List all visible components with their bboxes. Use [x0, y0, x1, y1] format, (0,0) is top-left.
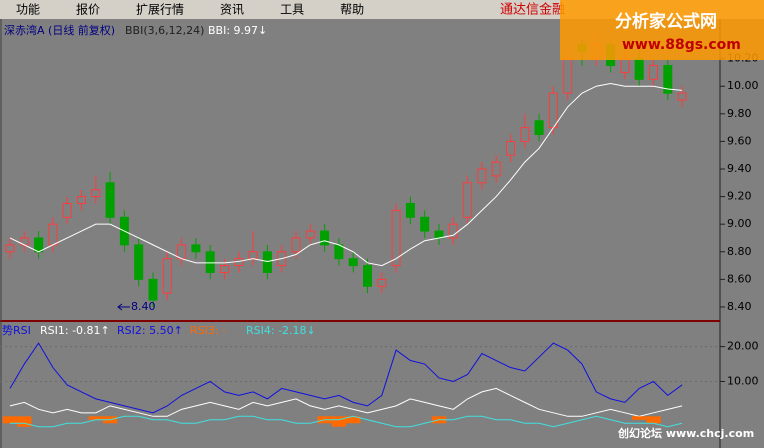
candle-body [506, 140, 515, 156]
panel-title: 势RSI [2, 324, 31, 337]
rsi3-bar [346, 416, 361, 424]
candle-body [448, 223, 458, 239]
rsi-line [10, 415, 683, 428]
header-rsi1: RSI1: -0.81↑ [40, 324, 110, 337]
chart-title: 深赤湾A (日线 前复权) [4, 23, 115, 37]
y-tick-label: 9.20 [727, 190, 752, 203]
rsi-line [9, 387, 683, 417]
candle-body [191, 244, 201, 253]
candle-body [48, 223, 58, 246]
header-rsi3: RSI3: - [190, 324, 226, 337]
candle-body [334, 244, 344, 260]
header-rsi2: RSI2: 5.50↑ [117, 324, 183, 337]
candle-body [477, 168, 487, 184]
candle-body [177, 244, 187, 260]
candle-body [305, 230, 315, 239]
menu-item[interactable]: 扩展行情 [136, 3, 184, 17]
candle-body [548, 92, 558, 129]
menu-item[interactable]: 帮助 [340, 3, 364, 17]
menu-item[interactable]: 工具 [280, 3, 304, 17]
candle-body [91, 189, 101, 198]
rsi3-bar [646, 416, 661, 424]
candle-body [463, 182, 473, 218]
candle-body [534, 120, 544, 136]
candle-body [663, 65, 673, 94]
candle-body [677, 92, 687, 101]
rsi3-bar [2, 416, 18, 424]
y-tick-label: 8.80 [727, 245, 752, 258]
app-title: 通达信金融 [500, 2, 565, 18]
candle-body [620, 58, 630, 73]
candle-body [377, 278, 387, 287]
candle-body [34, 237, 44, 253]
indicator-name: BBI(3,6,12,24) [125, 24, 204, 37]
rsi3-bar [632, 416, 647, 420]
watermark-title: 分析家公式网 [615, 11, 717, 32]
y-tick-label: 9.40 [727, 162, 752, 175]
candle-body [205, 251, 215, 273]
candle-body [162, 258, 172, 294]
candle-body [363, 265, 372, 287]
watermark-box [560, 0, 764, 60]
candle-body [105, 182, 115, 218]
candle-body [634, 58, 644, 80]
y-tick-label: 9.60 [727, 134, 752, 147]
rsi3-bar [88, 416, 103, 420]
candle-body [391, 209, 401, 267]
menu-item[interactable]: 报价 [76, 2, 100, 17]
candle-body [520, 127, 530, 142]
candle-body [77, 196, 86, 204]
rsi3-bar [17, 416, 32, 427]
rsi-line [9, 342, 683, 414]
y-tick-label: 8.40 [727, 300, 752, 313]
candle-body [62, 202, 72, 218]
indicator-value: BBI: 9.97↓ [208, 24, 267, 37]
annotation-arrowhead [117, 303, 123, 311]
y-tick-label: 10.00 [727, 374, 759, 387]
y-tick-label: 9.80 [727, 107, 752, 120]
menu-item[interactable]: 功能 [16, 3, 40, 17]
candle-body [5, 244, 15, 253]
bbi-line [9, 82, 683, 267]
candle-body [291, 237, 301, 253]
header-rsi4: RSI4: -2.18↓ [246, 324, 316, 337]
rsi3-bar [331, 416, 347, 427]
candle-body [563, 58, 573, 94]
candle-body [348, 258, 358, 267]
y-tick-label: 10.00 [727, 79, 759, 92]
candle-body [134, 244, 144, 280]
candle-body [649, 65, 658, 80]
candle-body [420, 216, 430, 232]
y-tick-label: 8.60 [727, 272, 752, 285]
menu-item[interactable]: 资讯 [220, 3, 244, 17]
candle-body [491, 161, 501, 177]
candle-body [405, 202, 415, 218]
candle-body [220, 265, 229, 273]
annotation: 8.40 [131, 300, 156, 313]
y-tick-label: 20.00 [727, 340, 759, 353]
watermark-bottom: 创幻论坛 www.chcj.com [617, 426, 754, 440]
candle-body [248, 251, 258, 260]
candle-body [320, 230, 330, 246]
candle-body [262, 251, 272, 273]
candle-body [148, 278, 158, 301]
watermark-url: www.88gs.com [622, 37, 741, 53]
y-tick-label: 9.00 [727, 217, 752, 230]
